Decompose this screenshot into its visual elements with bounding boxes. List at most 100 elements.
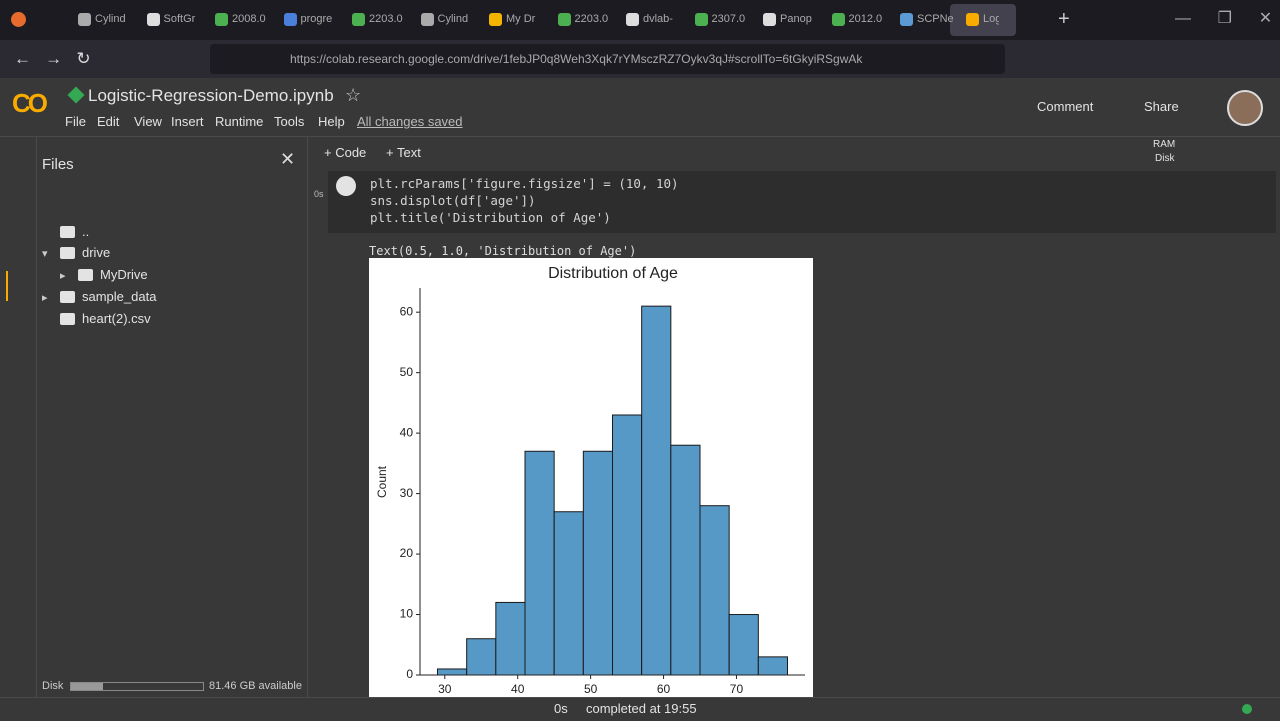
- x-tick-label: 50: [584, 682, 598, 696]
- tab-label[interactable]: dvlab-: [643, 13, 673, 25]
- y-axis-label: Count: [375, 465, 389, 498]
- star[interactable]: ☆: [345, 85, 362, 105]
- bar: [728, 614, 759, 676]
- tab-icon: [215, 13, 228, 26]
- tree-item[interactable]: sample_data: [82, 289, 157, 304]
- url: https://colab.research.google.com/drive/…: [290, 52, 863, 66]
- tab-bar: + — ❐ ✕ Cylind SoftGr 2008.0 progre 2203.0 Cy…: [0, 0, 1280, 40]
- tab-label[interactable]: 2012.0: [848, 13, 883, 25]
- tab-icon: [283, 13, 297, 26]
- window-controls[interactable]: — ❐ ✕: [1175, 10, 1273, 27]
- bar: [524, 450, 555, 676]
- tree-arrow[interactable]: ▾: [42, 248, 48, 260]
- tab-label[interactable]: progre: [300, 13, 333, 25]
- disk-label: Disk: [42, 680, 64, 692]
- menu-item[interactable]: View: [134, 114, 162, 129]
- comment-button[interactable]: Comment: [1037, 99, 1094, 114]
- share-button[interactable]: Share: [1144, 99, 1179, 114]
- tree-item[interactable]: drive: [82, 245, 111, 260]
- tab-icon: [78, 13, 91, 26]
- colab-logo: CO: [12, 88, 48, 118]
- folder-icon: [78, 269, 93, 281]
- menu-item[interactable]: Insert: [171, 114, 204, 129]
- tree-arrow[interactable]: ▸: [60, 270, 66, 282]
- tab-label[interactable]: SCPNe: [917, 13, 953, 25]
- tab-label[interactable]: 2307.0: [711, 13, 746, 25]
- disk-meter: [70, 682, 204, 691]
- code-cell[interactable]: 0s plt.rcParams['figure.figsize'] = (10,…: [314, 171, 1276, 233]
- y-tick-label: 60: [400, 304, 414, 318]
- tab-label[interactable]: SoftGr: [163, 13, 196, 25]
- tab-label[interactable]: Panop: [780, 13, 812, 25]
- tab-label[interactable]: 2203.0: [574, 13, 609, 25]
- y-tick-label: 10: [400, 607, 414, 621]
- y-tick-label: 0: [406, 667, 413, 681]
- connection-dot: [1242, 704, 1252, 714]
- chart-title: Distribution of Age: [548, 265, 678, 282]
- bar: [699, 505, 730, 676]
- tree-item[interactable]: heart(2).csv: [82, 311, 151, 326]
- disk-available: 81.46 GB available: [209, 680, 302, 692]
- menu-item[interactable]: Runtime: [215, 114, 264, 129]
- avatar[interactable]: [1227, 90, 1263, 126]
- nav-buttons[interactable]: ← → ↻: [14, 49, 91, 68]
- add-code[interactable]: + Code: [324, 145, 367, 160]
- code-line: sns.displot(df['age']): [370, 193, 536, 208]
- tab-icon: [626, 13, 639, 26]
- histogram: Distribution of Age Count 0 10 20 30 40 50 60 3…: [369, 258, 813, 697]
- menu-item[interactable]: Tools: [274, 114, 305, 129]
- files-title: Files: [42, 156, 74, 173]
- bar: [495, 601, 526, 676]
- disk-indicator: Disk: [1155, 153, 1175, 164]
- icon-strip: [0, 137, 37, 697]
- tab-icon: [763, 13, 776, 26]
- ram-label: RAM: [1153, 139, 1176, 150]
- tab-label[interactable]: Cylind: [437, 13, 469, 25]
- notebook-title[interactable]: Logistic-Regression-Demo.ipynb: [88, 86, 334, 105]
- tab-label[interactable]: 2203.0: [369, 13, 403, 25]
- tab-icon: [557, 13, 571, 26]
- x-tick-label: 70: [730, 682, 744, 696]
- bar: [670, 444, 701, 676]
- tab-label[interactable]: Cylind: [95, 13, 126, 25]
- menu-item[interactable]: File: [65, 114, 86, 129]
- exec-time: 0s: [314, 189, 324, 199]
- folder-icon: [60, 226, 75, 238]
- code-line: plt.rcParams['figure.figsize'] = (10, 10…: [370, 176, 679, 191]
- x-tick-label: 30: [438, 682, 452, 696]
- y-tick-label: 40: [400, 425, 414, 439]
- status-message: completed at 19:55: [586, 701, 697, 716]
- run-button[interactable]: [336, 176, 356, 196]
- tab-icon: [966, 13, 979, 26]
- tab-label[interactable]: 2008.0: [232, 13, 266, 25]
- x-tick-label: 40: [511, 682, 525, 696]
- url-field[interactable]: https://colab.research.google.com/drive/…: [210, 44, 1005, 74]
- tab-icon: [146, 13, 160, 26]
- menu-item[interactable]: Help: [318, 114, 345, 129]
- tab-icon: [420, 13, 434, 26]
- new-tab[interactable]: +: [1058, 8, 1070, 30]
- bar: [757, 656, 789, 676]
- bar: [466, 638, 497, 676]
- nav-bar: ← → ↻ https://colab.research.google.com/…: [0, 40, 1280, 78]
- active-tab[interactable]: [950, 4, 1016, 36]
- tab-label[interactable]: Log: [983, 13, 999, 25]
- bar: [582, 450, 613, 676]
- bar: [437, 668, 468, 676]
- firefox-logo: [11, 12, 26, 27]
- tree-arrow[interactable]: ▸: [42, 292, 48, 304]
- y-tick-label: 30: [400, 486, 414, 500]
- tree-item[interactable]: MyDrive: [100, 267, 148, 282]
- add-text[interactable]: + Text: [386, 145, 421, 160]
- save-status[interactable]: All changes saved: [357, 114, 463, 129]
- tab-icon: [489, 13, 502, 26]
- status-time: 0s: [554, 701, 568, 716]
- folder-icon: [60, 291, 75, 303]
- files-panel: Files ✕ Disk 81.46 GB available .. ▾ drive…: [36, 137, 308, 697]
- tree-item[interactable]: ..: [82, 224, 90, 239]
- bar: [612, 414, 643, 676]
- menu-item[interactable]: Edit: [97, 114, 120, 129]
- close-panel[interactable]: ✕: [280, 149, 296, 169]
- tab-label[interactable]: My Dr: [506, 13, 536, 25]
